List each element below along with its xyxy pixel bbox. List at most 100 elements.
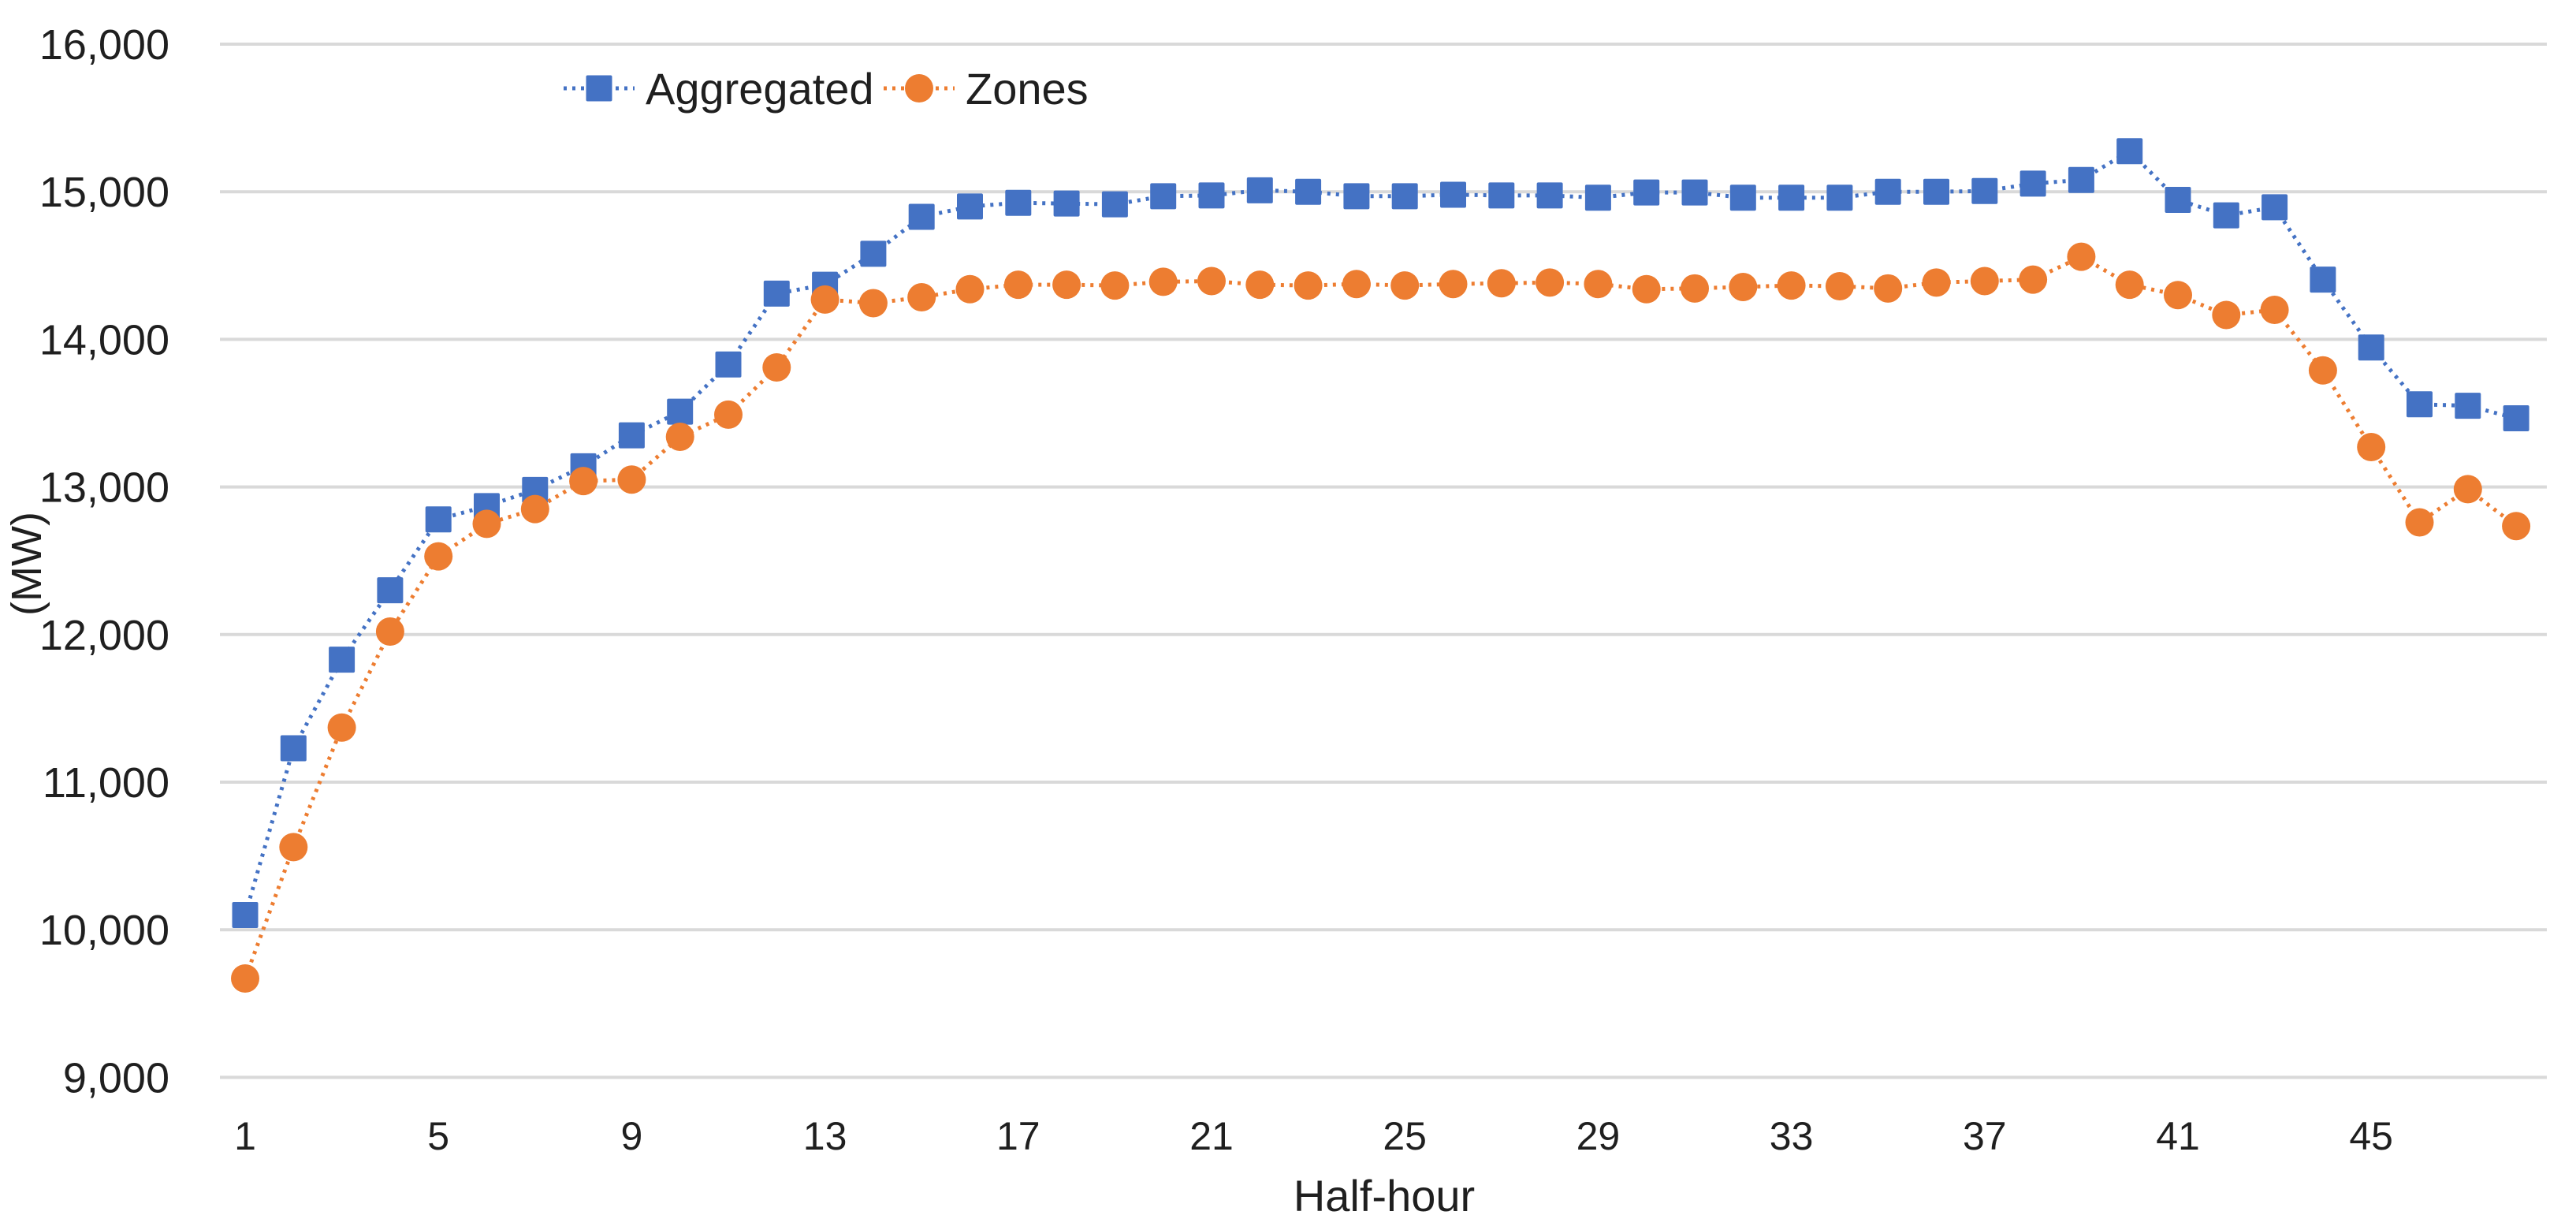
- point-aggregated-19[interactable]: [1101, 191, 1128, 218]
- point-aggregated-23[interactable]: [1295, 178, 1322, 205]
- point-aggregated-42[interactable]: [2213, 202, 2239, 229]
- point-zones-10[interactable]: [665, 422, 694, 451]
- point-zones-37[interactable]: [1970, 266, 1999, 296]
- point-aggregated-1[interactable]: [232, 901, 259, 928]
- point-zones-24[interactable]: [1342, 270, 1371, 299]
- point-zones-38[interactable]: [2019, 265, 2048, 294]
- point-aggregated-9[interactable]: [618, 422, 645, 449]
- point-aggregated-47[interactable]: [2455, 393, 2481, 419]
- point-aggregated-14[interactable]: [860, 240, 887, 267]
- point-zones-13[interactable]: [810, 285, 839, 314]
- point-aggregated-41[interactable]: [2165, 186, 2191, 213]
- point-zones-33[interactable]: [1777, 271, 1806, 300]
- point-aggregated-39[interactable]: [2068, 166, 2094, 193]
- point-zones-8[interactable]: [569, 467, 598, 496]
- point-zones-16[interactable]: [955, 274, 985, 304]
- point-zones-20[interactable]: [1148, 267, 1178, 296]
- point-aggregated-4[interactable]: [377, 577, 404, 604]
- point-zones-27[interactable]: [1487, 269, 1516, 298]
- point-zones-15[interactable]: [907, 283, 936, 312]
- point-zones-40[interactable]: [2115, 270, 2144, 300]
- point-zones-34[interactable]: [1825, 272, 1854, 301]
- point-zones-5[interactable]: [424, 542, 453, 571]
- point-aggregated-44[interactable]: [2310, 266, 2336, 293]
- legend-marker-aggregated: [586, 75, 612, 102]
- point-aggregated-22[interactable]: [1246, 177, 1273, 203]
- point-aggregated-35[interactable]: [1874, 178, 1901, 205]
- point-zones-7[interactable]: [520, 494, 549, 524]
- point-zones-25[interactable]: [1390, 271, 1420, 300]
- point-zones-39[interactable]: [2067, 242, 2096, 271]
- point-aggregated-32[interactable]: [1729, 184, 1756, 211]
- point-zones-43[interactable]: [2260, 295, 2289, 324]
- point-zones-9[interactable]: [617, 465, 646, 494]
- point-aggregated-11[interactable]: [715, 351, 742, 378]
- point-aggregated-5[interactable]: [425, 506, 452, 533]
- point-aggregated-10[interactable]: [667, 398, 694, 425]
- point-aggregated-27[interactable]: [1488, 182, 1515, 209]
- legend-item-aggregated[interactable]: Aggregated: [564, 64, 874, 114]
- point-aggregated-3[interactable]: [329, 647, 356, 673]
- point-zones-3[interactable]: [327, 713, 356, 742]
- point-zones-26[interactable]: [1439, 270, 1468, 299]
- point-aggregated-34[interactable]: [1826, 184, 1853, 211]
- point-zones-28[interactable]: [1536, 268, 1565, 297]
- point-aggregated-26[interactable]: [1440, 181, 1466, 208]
- point-aggregated-43[interactable]: [2261, 194, 2288, 221]
- point-aggregated-31[interactable]: [1681, 179, 1708, 206]
- point-zones-29[interactable]: [1584, 270, 1613, 299]
- point-aggregated-21[interactable]: [1198, 182, 1225, 209]
- point-zones-18[interactable]: [1052, 270, 1081, 300]
- point-aggregated-36[interactable]: [1923, 178, 1949, 205]
- point-aggregated-25[interactable]: [1391, 183, 1418, 210]
- point-zones-11[interactable]: [714, 400, 743, 429]
- point-aggregated-20[interactable]: [1150, 183, 1177, 210]
- point-aggregated-40[interactable]: [2116, 138, 2143, 165]
- y-tick-label-16000: 16,000: [39, 21, 169, 69]
- point-aggregated-17[interactable]: [1005, 189, 1032, 216]
- point-aggregated-12[interactable]: [763, 280, 790, 307]
- point-zones-36[interactable]: [1922, 268, 1951, 297]
- point-zones-31[interactable]: [1681, 274, 1709, 303]
- point-zones-47[interactable]: [2453, 475, 2482, 504]
- point-aggregated-28[interactable]: [1536, 182, 1563, 209]
- point-zones-30[interactable]: [1632, 274, 1661, 304]
- point-aggregated-15[interactable]: [908, 203, 935, 230]
- point-aggregated-45[interactable]: [2358, 334, 2384, 361]
- point-aggregated-33[interactable]: [1778, 184, 1805, 211]
- point-zones-4[interactable]: [375, 617, 404, 647]
- point-zones-12[interactable]: [762, 352, 791, 382]
- point-zones-19[interactable]: [1100, 271, 1130, 300]
- point-aggregated-30[interactable]: [1633, 179, 1660, 206]
- point-aggregated-2[interactable]: [280, 735, 307, 762]
- point-zones-41[interactable]: [2164, 281, 2192, 310]
- point-zones-45[interactable]: [2357, 433, 2386, 462]
- point-zones-46[interactable]: [2405, 508, 2434, 537]
- point-zones-14[interactable]: [858, 289, 888, 318]
- point-zones-1[interactable]: [231, 964, 259, 993]
- point-zones-44[interactable]: [2308, 356, 2337, 385]
- point-aggregated-37[interactable]: [1971, 177, 1998, 204]
- point-zones-22[interactable]: [1245, 270, 1275, 300]
- y-tick-label-12000: 12,000: [39, 612, 169, 659]
- point-aggregated-29[interactable]: [1584, 184, 1611, 211]
- point-aggregated-18[interactable]: [1053, 190, 1080, 217]
- point-aggregated-7[interactable]: [522, 476, 549, 503]
- point-aggregated-48[interactable]: [2503, 405, 2529, 432]
- point-zones-17[interactable]: [1003, 270, 1033, 300]
- point-zones-48[interactable]: [2502, 512, 2531, 541]
- y-tick-label-11000: 11,000: [43, 759, 169, 807]
- point-aggregated-46[interactable]: [2407, 391, 2433, 418]
- point-zones-35[interactable]: [1874, 274, 1903, 303]
- point-zones-6[interactable]: [472, 509, 501, 539]
- point-zones-32[interactable]: [1729, 272, 1758, 301]
- data-series: [231, 138, 2531, 993]
- point-aggregated-16[interactable]: [957, 193, 983, 220]
- point-zones-23[interactable]: [1294, 271, 1323, 300]
- point-zones-2[interactable]: [279, 833, 308, 862]
- point-aggregated-38[interactable]: [2019, 170, 2046, 197]
- point-zones-21[interactable]: [1197, 266, 1226, 296]
- legend-item-zones[interactable]: Zones: [884, 64, 1089, 114]
- point-zones-42[interactable]: [2212, 300, 2241, 330]
- point-aggregated-24[interactable]: [1343, 183, 1370, 210]
